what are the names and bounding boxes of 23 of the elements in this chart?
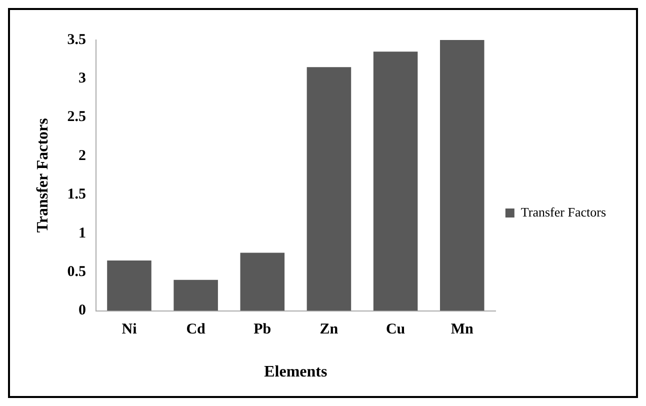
y-tick-label: 1 [78,225,86,242]
bar [306,67,352,311]
y-tick-label: 2.5 [67,109,86,126]
x-tick-label: Mn [450,322,474,338]
bar [240,252,285,311]
x-tick-label: Pb [254,322,272,338]
x-tick-label: Cd [186,322,206,338]
x-axis-title: Elements [264,364,328,381]
x-tick-label: Ni [122,322,137,338]
bar [373,52,418,311]
x-tick-label: Cu [386,322,406,338]
y-tick-label: 1.5 [67,186,86,203]
y-tick-label: 3.5 [67,32,86,48]
bar [440,40,484,311]
y-tick-label: 0.5 [67,264,86,280]
x-tick-label: Zn [320,322,339,338]
y-tick-label: 0 [78,302,86,319]
bar [174,280,218,311]
legend-label: Transfer Factors [520,204,606,220]
y-axis-title: Transfer Factors [34,118,52,233]
bar [107,260,152,311]
y-tick-label: 3 [78,70,86,87]
y-tick-label: 2 [78,148,86,164]
